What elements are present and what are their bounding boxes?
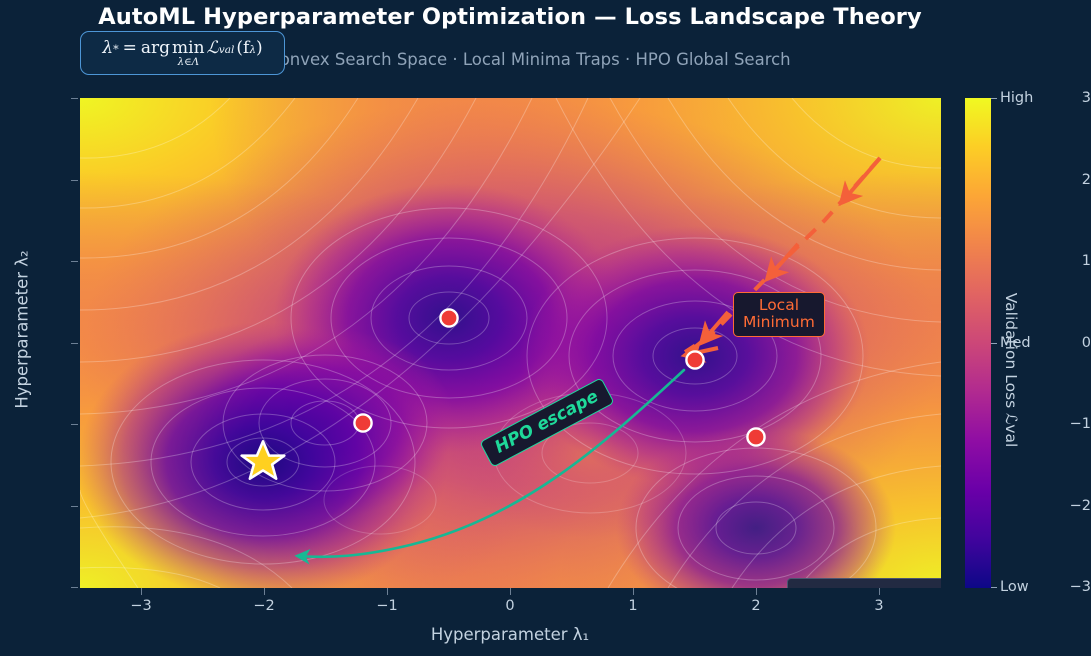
x-tick-label: 0 <box>505 598 515 614</box>
y-tick-label: 1 <box>1081 253 1091 269</box>
x-tick-label: −2 <box>253 598 275 614</box>
hpo-escape-path <box>294 368 686 565</box>
y-tick-label: −1 <box>1069 416 1091 432</box>
colorbar-tick-med: Med <box>1000 335 1031 351</box>
x-tick-label: 2 <box>751 598 761 614</box>
equation-arg-subscript: λ <box>249 43 257 56</box>
x-tick-label: 1 <box>628 598 638 614</box>
colorbar-tick-low: Low <box>1000 579 1029 595</box>
legend: Gradient descent path Local minima Globa… <box>787 578 941 588</box>
equation-lambda: λ <box>102 37 114 58</box>
equation-arg: arg <box>140 37 171 58</box>
colorbar-tick-high: High <box>1000 90 1034 106</box>
y-tick-label: −3 <box>1069 579 1091 595</box>
colorbar-tickmark <box>991 343 997 345</box>
page-subtitle: Non-Convex Search Space · Local Minima T… <box>229 50 791 69</box>
x-tick-label: −1 <box>376 598 398 614</box>
equation-arg-open: (f <box>236 37 250 58</box>
y-axis-label: Hyperparameter λ₂ <box>12 250 32 409</box>
equation-argmin: min λ∈Λ <box>172 37 205 68</box>
local-minimum-marker-2[interactable] <box>353 413 373 433</box>
colorbar <box>965 98 991 588</box>
equation-loss-subscript: val <box>218 43 235 56</box>
page-title: AutoML Hyperparameter Optimization — Los… <box>98 4 922 30</box>
x-axis-label: Hyperparameter λ₁ <box>430 625 590 644</box>
local-minimum-marker-3[interactable] <box>685 350 705 370</box>
equation-arg-close: ) <box>256 37 263 58</box>
x-tick-label: −3 <box>130 598 152 614</box>
equation-star: * <box>113 42 119 56</box>
local-minima-markers[interactable] <box>353 308 766 447</box>
local-minimum-marker-4[interactable] <box>746 427 766 447</box>
loss-landscape-plot[interactable]: Local Minimum Global Minimum HPO escape … <box>80 98 941 588</box>
equation-loss-symbol: ℒ <box>206 37 219 58</box>
colorbar-tickmark <box>991 98 997 100</box>
y-tick-label: 0 <box>1081 335 1091 351</box>
y-tick-label: 2 <box>1081 172 1091 188</box>
equation-min-subscript: λ∈Λ <box>177 56 199 68</box>
colorbar-tickmark <box>991 587 997 589</box>
local-minimum-annotation: Local Minimum <box>733 292 825 337</box>
equation-equals: = <box>122 37 137 58</box>
landscape-field <box>80 98 941 588</box>
global-minimum-marker[interactable] <box>240 440 286 480</box>
x-tick-label: 3 <box>874 598 884 614</box>
legend-item-gradient-descent-path[interactable]: Gradient descent path <box>797 586 941 588</box>
landscape-svg <box>80 98 941 588</box>
colorbar-label: Validation Loss ℒval <box>1002 292 1020 448</box>
y-tick-label: −2 <box>1069 498 1091 514</box>
equation-min: min <box>172 37 205 58</box>
local-minimum-marker-1[interactable] <box>439 308 459 328</box>
y-tick-label: 3 <box>1081 90 1091 106</box>
